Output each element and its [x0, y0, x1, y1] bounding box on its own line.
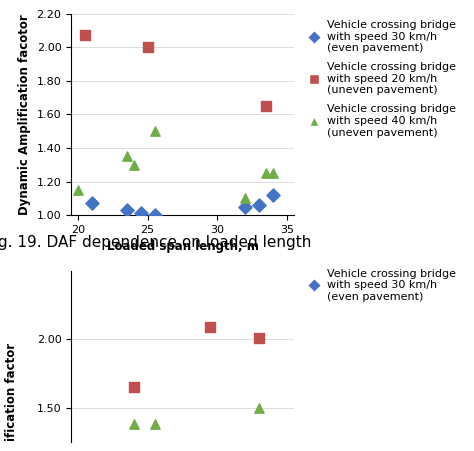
Text: ification factor: ification factor: [5, 343, 18, 442]
Point: [241, 203, 249, 210]
Point: [269, 170, 277, 177]
Point: [262, 170, 270, 177]
Point: [144, 44, 152, 51]
Point: [74, 186, 82, 193]
Point: [151, 420, 158, 428]
Point: [130, 383, 137, 391]
Point: [81, 32, 89, 39]
Y-axis label: Dynamic Amplification facotor: Dynamic Amplification facotor: [18, 14, 31, 215]
Point: [88, 200, 96, 207]
X-axis label: Loaded span length, m: Loaded span length, m: [107, 240, 258, 253]
Point: [255, 334, 263, 341]
Point: [151, 128, 158, 135]
Point: [123, 207, 130, 214]
Point: [262, 102, 270, 110]
Legend: Vehicle crossing bridge
with speed 30 km/h
(even pavement): Vehicle crossing bridge with speed 30 km…: [301, 267, 457, 303]
Point: [207, 323, 214, 331]
Point: [130, 420, 137, 428]
Point: [151, 212, 158, 219]
Point: [123, 153, 130, 160]
Point: [137, 210, 145, 217]
Point: [130, 161, 137, 168]
Point: [255, 404, 263, 411]
Point: [255, 202, 263, 209]
Text: Fig. 19. DAF dependence on loaded length: Fig. 19. DAF dependence on loaded length: [0, 235, 312, 250]
Point: [269, 191, 277, 198]
Point: [241, 195, 249, 202]
Legend: Vehicle crossing bridge
with speed 30 km/h
(even pavement), Vehicle crossing bri: Vehicle crossing bridge with speed 30 km…: [301, 19, 457, 139]
